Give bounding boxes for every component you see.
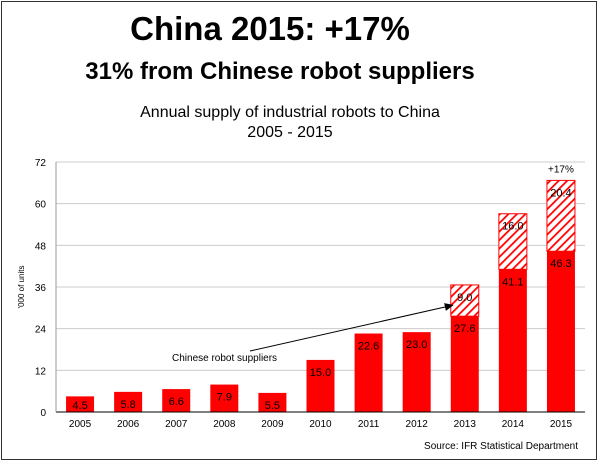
- chart-title-line-2: 2005 - 2015: [247, 124, 333, 141]
- chart-title-line-1: Annual supply of industrial robots to Ch…: [140, 104, 440, 121]
- bar-value-label: 5.5: [265, 400, 280, 412]
- y-tick-label: 60: [35, 200, 47, 211]
- x-tick-label: 2008: [213, 419, 236, 430]
- bar-total-supply: [306, 359, 335, 412]
- bar-total-supply: [258, 392, 287, 412]
- bar-chinese-value-label: 20.4: [550, 187, 571, 199]
- annotation-arrow: [249, 303, 454, 352]
- source-note: Source: IFR Statistical Department: [424, 441, 578, 452]
- bar-total-supply: [450, 316, 479, 412]
- bar-value-label: 22.6: [358, 341, 379, 353]
- bar-total-supply: [162, 389, 191, 412]
- bar-chinese-value-label: 16.0: [502, 221, 523, 233]
- y-tick-label: 48: [35, 241, 47, 252]
- bar-total-supply: [354, 333, 383, 412]
- x-tick-label: 2006: [117, 419, 140, 430]
- bar-value-label: 23.0: [406, 339, 427, 351]
- bar-chinese-suppliers: [546, 179, 576, 252]
- bar-total-supply: [402, 332, 431, 412]
- bar-value-label: 6.6: [169, 396, 184, 408]
- bar-value-label: 27.6: [454, 323, 475, 335]
- annotation-growth: +17%: [548, 164, 574, 175]
- chart-title: Annual supply of industrial robots to Ch…: [0, 103, 580, 143]
- x-tick-label: 2010: [309, 419, 332, 430]
- bar-value-label: 46.3: [550, 258, 571, 270]
- headline: China 2015: +17%: [130, 10, 410, 47]
- x-tick-label: 2014: [502, 419, 525, 430]
- x-tick-label: 2009: [261, 419, 284, 430]
- y-axis-label: '000 of units: [17, 266, 26, 309]
- bar-value-label: 41.1: [502, 276, 523, 288]
- x-tick-label: 2007: [165, 419, 188, 430]
- x-tick-label: 2012: [406, 419, 429, 430]
- y-tick-label: 12: [35, 366, 47, 377]
- y-tick-label: 0: [40, 408, 46, 419]
- y-tick-label: 72: [35, 158, 47, 169]
- bar-total-supply: [546, 251, 575, 412]
- bar-chinese-suppliers: [498, 213, 528, 270]
- bar-total-supply: [66, 396, 95, 412]
- y-tick-label: 36: [35, 283, 47, 294]
- bar-total-supply: [210, 384, 239, 412]
- y-tick-label: 24: [35, 325, 47, 336]
- x-tick-label: 2011: [358, 419, 380, 430]
- bar-chinese-value-label: 9.0: [457, 292, 472, 304]
- bar-total-supply: [114, 391, 143, 412]
- bar-value-label: 7.9: [217, 392, 232, 404]
- subheadline: 31% from Chinese robot suppliers: [85, 58, 475, 85]
- bar-value-label: 5.8: [120, 399, 135, 411]
- x-tick-label: 2013: [454, 419, 477, 430]
- annotation-chinese-suppliers: Chinese robot suppliers: [172, 353, 277, 364]
- x-tick-label: 2005: [69, 419, 92, 430]
- x-tick-label: 2015: [550, 419, 573, 430]
- bar-chinese-suppliers: [450, 284, 480, 317]
- bar-total-supply: [498, 269, 527, 412]
- bar-value-label: 15.0: [310, 367, 331, 379]
- bar-value-label: 4.5: [72, 400, 87, 412]
